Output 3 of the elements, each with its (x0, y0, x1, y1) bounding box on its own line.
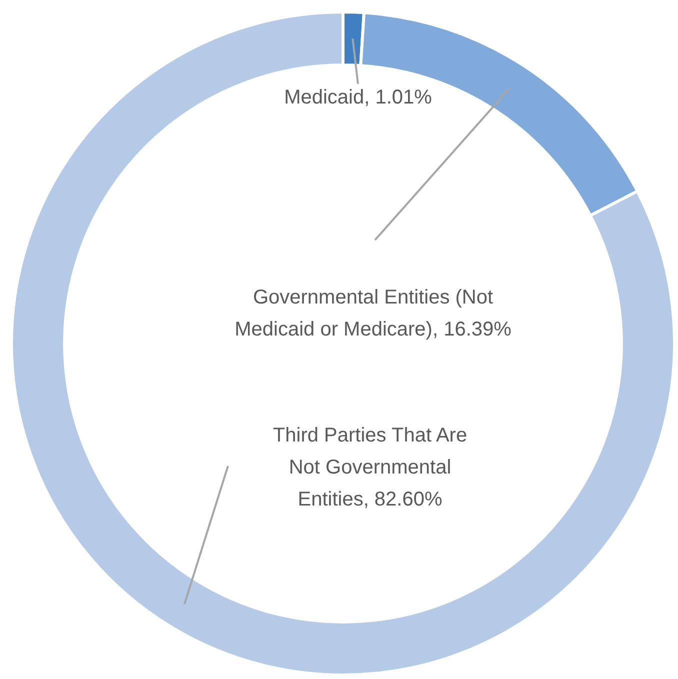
slice-label: Third Parties That Are Not Governmental Entities, 82.60% (272, 424, 468, 511)
slice-label: Medicaid, 1.01% (284, 86, 432, 109)
slice-label: Governmental Entities (Not Medicaid or Medicare), 16.39% (234, 286, 512, 341)
